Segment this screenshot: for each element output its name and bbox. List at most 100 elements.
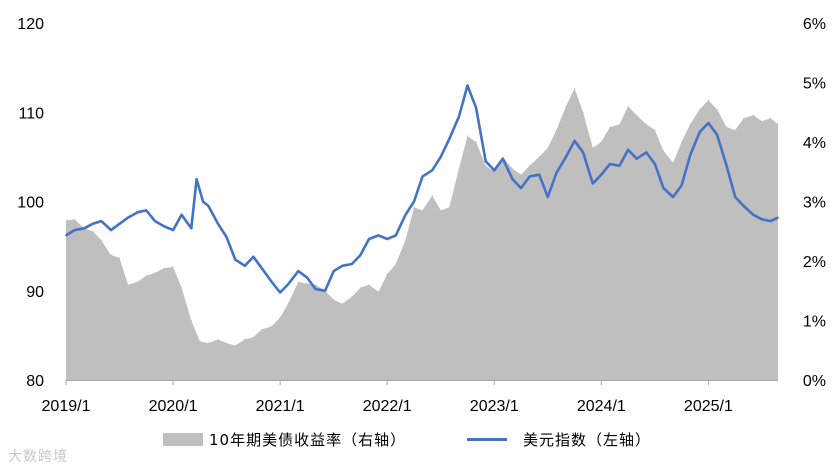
yield-point-72 [707,99,710,101]
dollar-index-point-64 [627,148,629,151]
yield-point-7 [127,284,129,286]
dollar-index-point-33 [351,263,353,265]
dollar-index-point-66 [645,151,648,154]
yield-point-52 [529,165,531,167]
yield-point-47 [485,165,487,167]
yield-point-21 [252,336,254,338]
dollar-index-point-72 [699,131,701,133]
yield-point-80 [777,123,779,125]
yield-point-3 [92,230,94,232]
dollar-index-point-76 [734,196,736,198]
yield-point-14 [190,319,192,322]
dollar-index-point-26 [287,282,290,285]
dollar-index-point-70 [680,184,683,187]
yield-point-44 [458,168,460,170]
dollar-index-point-40 [413,200,415,203]
dollar-index-point-57 [565,156,567,158]
dollar-index-point-34 [359,254,362,256]
y-right-tick-label-4: 4% [803,135,826,152]
dollar-index-point-37 [386,238,389,240]
x-tick-label-5: 2024/1 [577,398,626,415]
dollar-index-point-5 [110,229,112,231]
dollar-index-point-35 [368,238,370,240]
dollar-index-point-62 [609,163,611,165]
yield-point-6 [118,257,121,259]
yield-point-43 [448,206,450,208]
dollar-index-point-81 [777,216,779,219]
dollar-index-point-45 [458,115,460,118]
y-right-tick-label-3: 3% [803,195,826,212]
y-right-tick-label-5: 5% [803,76,826,93]
dollar-index-point-20 [234,258,236,261]
yield-point-5 [110,254,112,256]
x-tick-label-0: 2019/1 [42,398,91,415]
yield-point-56 [565,105,567,107]
y-left-tick-label-2: 100 [17,195,44,212]
watermark-logo: 大数跨境 [8,449,68,465]
dollar-index-point-28 [306,276,308,279]
yield-point-12 [172,266,174,268]
yield-point-37 [395,263,397,265]
dollar-index-point-38 [395,234,397,237]
yield-point-16 [207,342,209,344]
x-tick-label-2: 2021/1 [256,398,305,415]
yield-point-57 [574,87,576,89]
yield-point-77 [752,114,755,116]
dollar-index-point-1 [73,229,76,231]
yield-point-31 [341,303,343,305]
yield-point-74 [726,126,728,128]
dollar-index-point-54 [538,173,540,176]
dollar-index-point-50 [502,157,504,160]
yield-point-28 [314,284,317,286]
legend-line-label: 美元指数（左轴） [523,431,651,449]
yield-point-11 [163,267,166,269]
yield-point-19 [234,344,236,347]
dollar-index-point-78 [752,214,755,216]
yield-point-70 [689,123,691,125]
legend-area-label: 10年期美债收益率（右轴） [209,431,406,449]
dollar-index-point-31 [332,270,335,272]
yield-point-45 [466,135,469,137]
dollar-index-point-21 [244,265,246,267]
dollar-index-point-19 [225,236,228,238]
yield-point-13 [181,287,183,289]
yield-point-23 [271,325,273,327]
yield-point-79 [769,117,772,119]
dollar-index-point-29 [314,288,317,290]
yield-point-17 [217,338,219,341]
dollar-index-point-71 [689,154,691,156]
dollar-index-point-25 [279,291,281,294]
dollar-index-point-39 [404,214,407,216]
dollar-index-line-series [65,84,779,294]
yield-point-46 [475,141,477,143]
dollar-index-point-27 [297,270,300,272]
yield-point-59 [592,147,594,149]
yield-point-26 [297,281,299,283]
yield-point-25 [288,302,290,304]
yield-point-36 [386,273,388,275]
y-right-tick-label-6: 6% [803,16,826,33]
dollar-index-point-16 [202,200,204,203]
yield-point-1 [74,218,76,220]
dollar-index-point-43 [439,156,442,158]
y-left-tick-label-3: 110 [18,105,44,122]
dollar-index-point-49 [493,169,496,172]
yield-point-51 [520,174,522,176]
legend: 10年期美债收益率（右轴） 美元指数（左轴） [163,431,651,449]
yield-point-60 [600,141,602,143]
dollar-index-point-23 [261,267,263,270]
yield-point-41 [431,194,433,197]
dollar-index-point-65 [635,157,638,160]
yield-point-35 [378,291,380,293]
dollar-index-point-36 [377,234,380,237]
yield-point-78 [761,120,763,122]
dollar-index-point-17 [207,205,210,207]
dollar-index-point-10 [154,220,156,222]
dollar-index-point-4 [100,220,103,222]
dollar-index-point-61 [600,173,603,176]
yield-point-67 [662,150,665,152]
dollar-index-point-24 [270,281,273,283]
yield-point-76 [743,117,745,119]
dollar-index-point-79 [761,218,763,221]
y-right-tick-label-0: 0% [803,373,826,390]
